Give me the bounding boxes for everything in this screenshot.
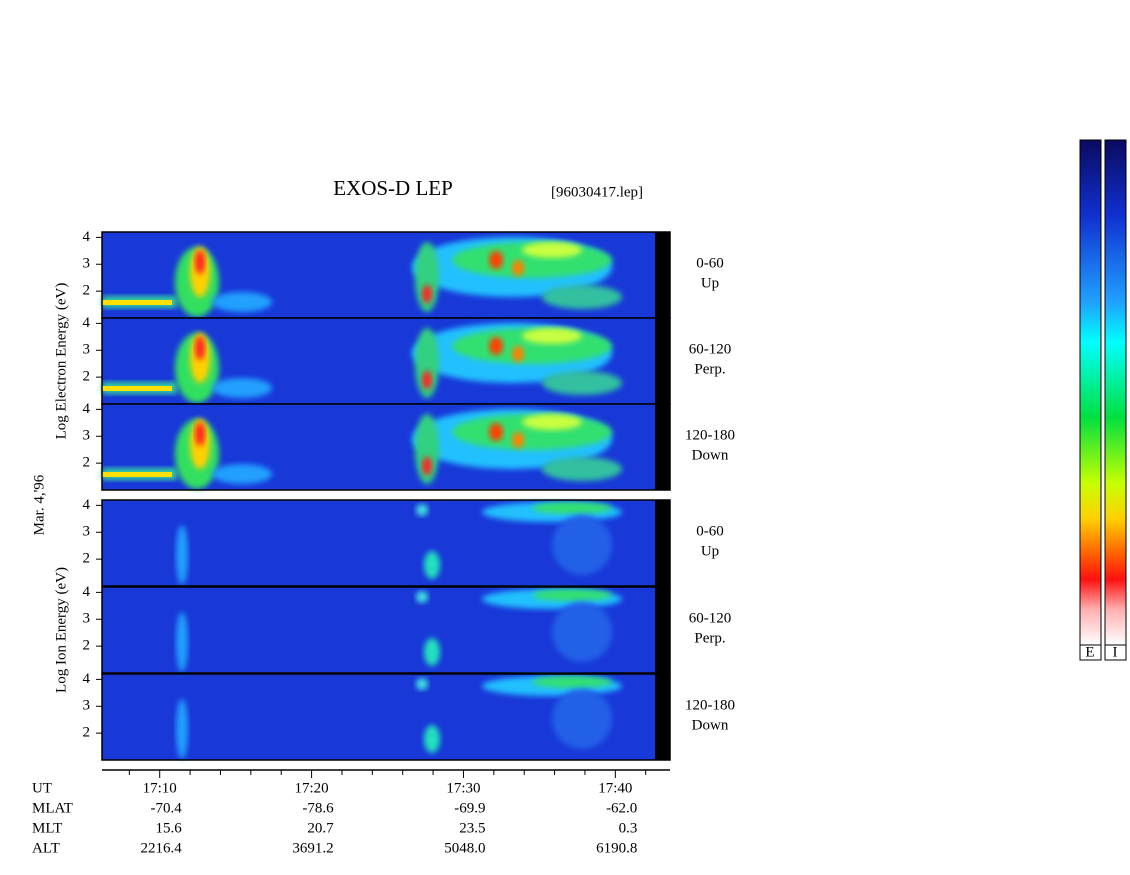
ephemeris-value: 20.7: [307, 820, 334, 836]
spectrogram-panel: [102, 674, 655, 760]
chart-title: EXOS-D LEP: [333, 176, 453, 200]
y-tick-label: 4: [83, 315, 91, 331]
panel-direction: Down: [692, 717, 729, 733]
panel-angle: 60-120: [689, 610, 732, 626]
ephemeris-value: 5048.0: [444, 840, 485, 856]
panel-frame: [101, 499, 671, 587]
ephemeris-value: -78.6: [302, 800, 334, 816]
y-tick-label: 3: [83, 524, 91, 540]
ephemeris-value: 0.3: [619, 820, 638, 836]
y-tick-label: 3: [83, 611, 91, 627]
no-data-strip: [655, 587, 670, 673]
panel-direction: Perp.: [694, 630, 725, 646]
panel-direction: Perp.: [694, 361, 725, 377]
y-axis-label: Log Ion Energy (eV): [53, 567, 69, 693]
no-data-strip: [655, 318, 670, 404]
ephemeris-name: MLT: [32, 820, 62, 836]
colorbar-box: [1079, 644, 1102, 661]
panel-frame: [101, 403, 671, 491]
y-tick-label: 4: [83, 584, 91, 600]
panel-direction: Down: [692, 447, 729, 463]
panel-angle: 120-180: [685, 427, 735, 443]
colorbar: [1104, 139, 1127, 646]
x-tick-label: 17:40: [598, 780, 632, 796]
no-data-strip: [655, 404, 670, 490]
ephemeris-value: 15.6: [155, 820, 182, 836]
ephemeris-name: MLAT: [32, 800, 73, 816]
x-axis-name: UT: [32, 780, 52, 796]
colorbar-box: [1104, 644, 1127, 661]
panel-angle: 0-60: [696, 523, 724, 539]
panel-angle: 60-120: [689, 341, 732, 357]
colorbar-label: I: [1113, 644, 1118, 660]
ephemeris-value: -62.0: [606, 800, 637, 816]
y-tick-label: 2: [83, 369, 91, 385]
y-tick-label: 2: [83, 725, 91, 741]
y-tick-label: 2: [83, 455, 91, 471]
x-tick-label: 17:10: [143, 780, 177, 796]
panel-frame: [101, 586, 671, 674]
colorbar-label: E: [1085, 644, 1094, 660]
y-tick-label: 2: [83, 551, 91, 567]
ephemeris-value: 3691.2: [292, 840, 333, 856]
x-tick-label: 17:30: [446, 780, 480, 796]
y-tick-label: 4: [83, 229, 91, 245]
ephemeris-value: 23.5: [459, 820, 485, 836]
spectrogram-panel: [102, 232, 655, 318]
y-tick-label: 2: [83, 638, 91, 654]
y-tick-label: 4: [83, 497, 91, 513]
y-tick-label: 3: [83, 342, 91, 358]
y-tick-label: 3: [83, 428, 91, 444]
file-label: [96030417.lep]: [551, 184, 643, 200]
spectrogram-panel: [102, 500, 655, 586]
panel-direction: Up: [701, 543, 719, 559]
ephemeris-name: ALT: [32, 840, 60, 856]
ephemeris-value: 2216.4: [140, 840, 182, 856]
ephemeris-value: -70.4: [150, 800, 182, 816]
y-tick-label: 4: [83, 671, 91, 687]
spectrogram-panel: [102, 587, 655, 673]
ephemeris-value: -69.9: [454, 800, 485, 816]
no-data-strip: [655, 674, 670, 760]
no-data-strip: [655, 500, 670, 586]
panel-direction: Up: [701, 275, 719, 291]
panel-angle: 120-180: [685, 697, 735, 713]
y-tick-label: 4: [83, 401, 91, 417]
x-tick-label: 17:20: [294, 780, 328, 796]
y-tick-label: 3: [83, 698, 91, 714]
y-tick-label: 2: [83, 283, 91, 299]
spectrogram-panel: [102, 318, 655, 404]
y-tick-label: 3: [83, 256, 91, 272]
no-data-strip: [655, 232, 670, 318]
panel-frame: [101, 673, 671, 761]
y-axis-label: Log Electron Energy (eV): [53, 283, 69, 440]
date-label: Mar. 4,'96: [31, 474, 47, 535]
panel-angle: 0-60: [696, 255, 724, 271]
ephemeris-value: 6190.8: [596, 840, 637, 856]
colorbar: [1079, 139, 1102, 646]
spectrogram-panel: [102, 404, 655, 490]
